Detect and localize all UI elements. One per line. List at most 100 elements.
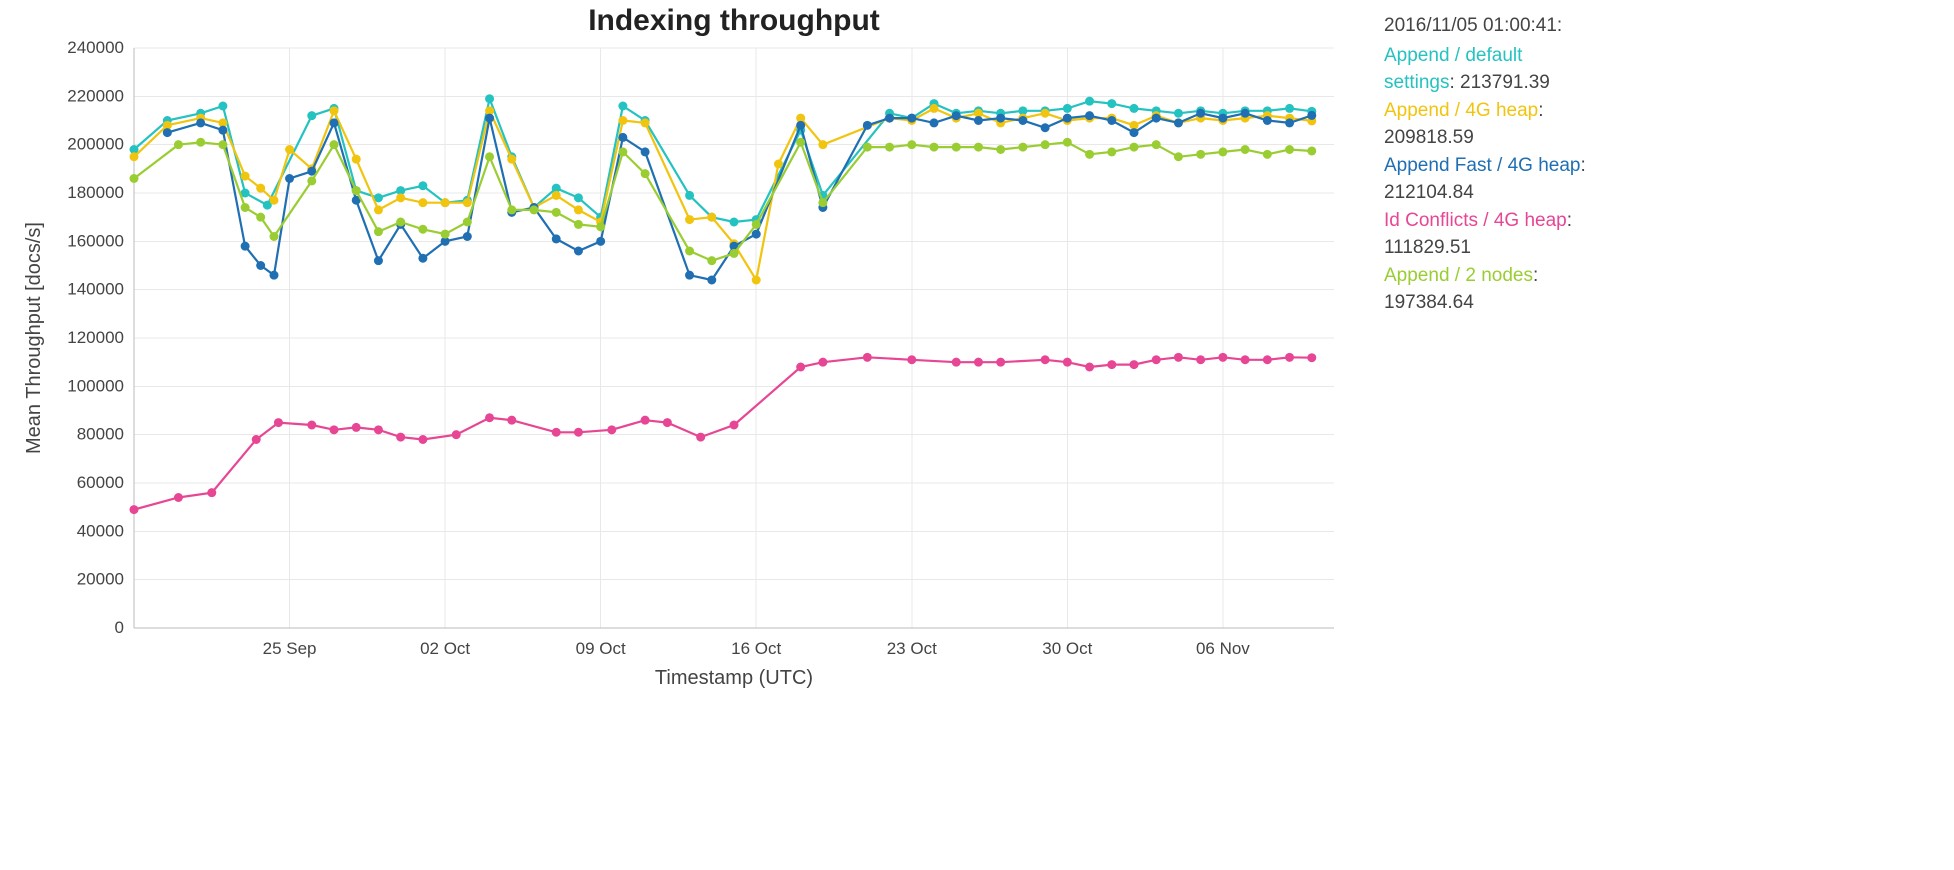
data-point[interactable]: [396, 433, 405, 442]
data-point[interactable]: [1018, 143, 1027, 152]
data-point[interactable]: [1263, 355, 1272, 364]
data-point[interactable]: [374, 227, 383, 236]
data-point[interactable]: [618, 133, 627, 142]
data-point[interactable]: [396, 193, 405, 202]
data-point[interactable]: [418, 225, 427, 234]
data-point[interactable]: [174, 493, 183, 502]
legend-entry[interactable]: Append / default settings: 213791.39: [1384, 42, 1594, 97]
data-point[interactable]: [1063, 104, 1072, 113]
data-point[interactable]: [485, 152, 494, 161]
data-point[interactable]: [418, 198, 427, 207]
data-point[interactable]: [507, 205, 516, 214]
data-point[interactable]: [1085, 363, 1094, 372]
data-point[interactable]: [863, 353, 872, 362]
data-point[interactable]: [463, 198, 472, 207]
data-point[interactable]: [707, 276, 716, 285]
data-point[interactable]: [130, 174, 139, 183]
data-point[interactable]: [396, 218, 405, 227]
data-point[interactable]: [270, 232, 279, 241]
data-point[interactable]: [270, 271, 279, 280]
data-point[interactable]: [641, 118, 650, 127]
data-point[interactable]: [1196, 150, 1205, 159]
data-point[interactable]: [930, 118, 939, 127]
data-point[interactable]: [863, 121, 872, 130]
data-point[interactable]: [218, 140, 227, 149]
data-point[interactable]: [1307, 146, 1316, 155]
data-point[interactable]: [374, 256, 383, 265]
data-point[interactable]: [418, 181, 427, 190]
data-point[interactable]: [274, 418, 283, 427]
legend-entry[interactable]: Append / 2 nodes: 197384.64: [1384, 262, 1594, 317]
data-point[interactable]: [818, 358, 827, 367]
data-point[interactable]: [1063, 358, 1072, 367]
data-point[interactable]: [574, 220, 583, 229]
data-point[interactable]: [996, 145, 1005, 154]
data-point[interactable]: [641, 147, 650, 156]
data-point[interactable]: [1130, 360, 1139, 369]
data-point[interactable]: [685, 191, 694, 200]
data-point[interactable]: [441, 198, 450, 207]
data-point[interactable]: [730, 218, 739, 227]
data-point[interactable]: [641, 416, 650, 425]
data-point[interactable]: [1241, 355, 1250, 364]
data-point[interactable]: [574, 428, 583, 437]
data-point[interactable]: [1241, 109, 1250, 118]
data-point[interactable]: [1241, 145, 1250, 154]
data-point[interactable]: [307, 111, 316, 120]
data-point[interactable]: [452, 430, 461, 439]
data-point[interactable]: [1107, 360, 1116, 369]
data-point[interactable]: [552, 208, 561, 217]
data-point[interactable]: [507, 155, 516, 164]
data-point[interactable]: [818, 198, 827, 207]
data-point[interactable]: [174, 140, 183, 149]
data-point[interactable]: [1285, 353, 1294, 362]
data-point[interactable]: [552, 428, 561, 437]
data-point[interactable]: [1107, 99, 1116, 108]
data-point[interactable]: [618, 116, 627, 125]
data-point[interactable]: [530, 205, 539, 214]
data-point[interactable]: [974, 143, 983, 152]
data-point[interactable]: [1107, 116, 1116, 125]
data-point[interactable]: [1063, 138, 1072, 147]
data-point[interactable]: [1107, 147, 1116, 156]
data-point[interactable]: [863, 143, 872, 152]
data-point[interactable]: [952, 143, 961, 152]
data-point[interactable]: [485, 114, 494, 123]
data-point[interactable]: [885, 114, 894, 123]
data-point[interactable]: [163, 128, 172, 137]
data-point[interactable]: [1263, 150, 1272, 159]
data-point[interactable]: [907, 355, 916, 364]
data-point[interactable]: [256, 261, 265, 270]
data-point[interactable]: [330, 140, 339, 149]
data-point[interactable]: [707, 213, 716, 222]
data-point[interactable]: [730, 249, 739, 258]
data-point[interactable]: [218, 126, 227, 135]
data-point[interactable]: [574, 193, 583, 202]
data-point[interactable]: [374, 205, 383, 214]
data-point[interactable]: [330, 425, 339, 434]
data-point[interactable]: [418, 435, 427, 444]
data-point[interactable]: [1174, 118, 1183, 127]
legend-entry[interactable]: Id Conflicts / 4G heap: 111829.51: [1384, 207, 1594, 262]
data-point[interactable]: [463, 232, 472, 241]
data-point[interactable]: [374, 425, 383, 434]
data-point[interactable]: [1218, 147, 1227, 156]
data-point[interactable]: [1018, 116, 1027, 125]
legend-entry[interactable]: Append Fast / 4G heap: 212104.84: [1384, 152, 1594, 207]
data-point[interactable]: [596, 222, 605, 231]
data-point[interactable]: [952, 111, 961, 120]
series-id_conflicts_4g[interactable]: [130, 353, 1317, 514]
data-point[interactable]: [607, 425, 616, 434]
data-point[interactable]: [352, 155, 361, 164]
data-point[interactable]: [596, 237, 605, 246]
data-point[interactable]: [1196, 355, 1205, 364]
data-point[interactable]: [685, 247, 694, 256]
data-point[interactable]: [307, 421, 316, 430]
data-point[interactable]: [974, 116, 983, 125]
data-point[interactable]: [752, 230, 761, 239]
data-point[interactable]: [1041, 123, 1050, 132]
data-point[interactable]: [218, 102, 227, 111]
data-point[interactable]: [618, 147, 627, 156]
data-point[interactable]: [256, 213, 265, 222]
data-point[interactable]: [1130, 104, 1139, 113]
